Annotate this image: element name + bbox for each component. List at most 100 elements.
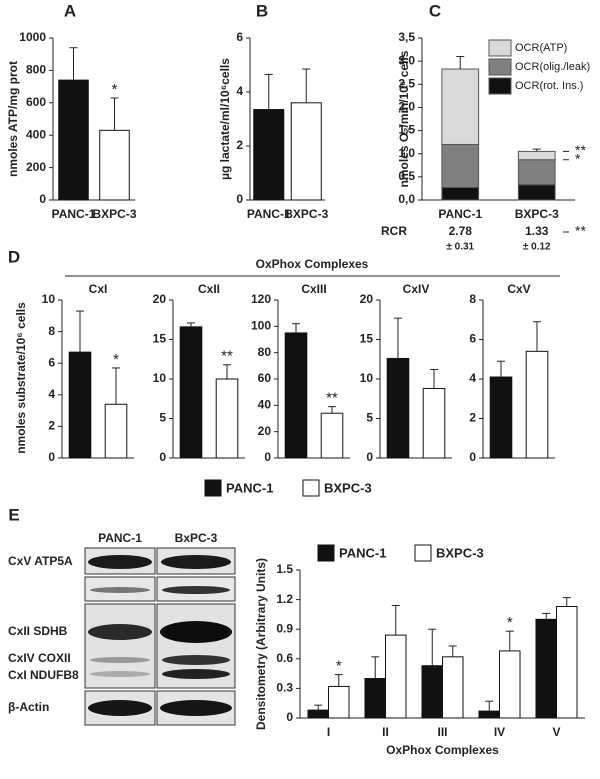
panel-subtitle: OxPhox Complexes: [256, 257, 369, 271]
legend-label: PANC-1: [226, 480, 273, 495]
band: [162, 655, 230, 665]
bar-segment: [441, 68, 480, 145]
bar-segment: [441, 143, 480, 189]
legend-swatch: [488, 77, 512, 95]
bar: [499, 650, 521, 719]
y-axis-label: µg lactate/ml/10⁶cells: [218, 58, 232, 180]
y-axis-label: Densitometry (Arbitrary Units): [254, 558, 268, 730]
bar: [328, 685, 350, 719]
y-tick-label: 4: [236, 84, 243, 98]
legend-label: OCR(rot. Ins.): [515, 80, 583, 92]
y-tick-label: 2,5: [398, 76, 415, 90]
significance: *: [113, 351, 119, 368]
y-tick-label: 0: [236, 192, 243, 206]
y-tick-label: 0: [39, 192, 46, 206]
bar: [58, 79, 89, 201]
x-tick-label: PANC-1: [438, 207, 482, 221]
bar: [320, 412, 344, 459]
bar: [478, 710, 501, 719]
y-tick-label: 0: [48, 450, 55, 464]
significance: **: [575, 142, 586, 158]
band: [161, 555, 231, 569]
y-tick-label: 0.3: [276, 681, 293, 695]
y-tick-label: 2,0: [398, 100, 415, 114]
band: [90, 657, 150, 663]
rcr-value: 2.78: [449, 224, 473, 238]
band: [160, 621, 232, 643]
bar: [99, 129, 130, 201]
x-axis-label: OxPhox Complexes: [386, 743, 499, 757]
blot-label: CxIV COXII: [8, 651, 71, 665]
y-tick-label: 10: [42, 292, 56, 306]
bar: [386, 357, 410, 459]
y-axis-label: nmoles substrate/10⁶ cells: [14, 302, 28, 454]
y-tick-label: 20: [153, 292, 167, 306]
panel-title: CxII: [198, 282, 220, 296]
blot-label: CxV ATP5A: [8, 554, 73, 568]
y-tick-label: 8: [48, 324, 55, 338]
y-tick-label: 0.9: [276, 621, 293, 635]
legend-label: BXPC-3: [324, 480, 372, 495]
panel-letter: B: [256, 1, 268, 20]
x-tick-label: IV: [494, 725, 505, 739]
bar-segment: [517, 150, 556, 161]
bar: [284, 332, 308, 459]
y-tick-label: 0: [264, 450, 271, 464]
legend-label: OCR(ATP): [515, 42, 567, 54]
bar: [68, 351, 92, 459]
legend-swatch: [414, 544, 432, 562]
legend-label: OCR(olig./leak): [515, 61, 590, 73]
bar: [179, 326, 203, 459]
y-tick-label: 4: [469, 371, 476, 385]
blot-label: CxII SDHB: [8, 624, 68, 638]
significance: **: [326, 390, 338, 407]
y-tick-label: 400: [26, 127, 46, 141]
y-tick-label: 0: [286, 710, 293, 724]
x-tick-label: BXPC-3: [515, 207, 559, 221]
y-tick-label: 15: [360, 332, 374, 346]
legend-label: PANC-1: [339, 545, 386, 560]
bar: [421, 665, 444, 719]
x-tick-label: PANC-1: [52, 207, 96, 221]
y-tick-label: 1,5: [398, 123, 415, 137]
bar: [290, 102, 322, 201]
band: [160, 700, 232, 716]
bar: [442, 656, 464, 719]
y-tick-label: 8: [469, 292, 476, 306]
panel-title: CxI: [89, 282, 108, 296]
y-tick-label: 200: [26, 160, 46, 174]
y-tick-label: 2: [236, 138, 243, 152]
bar: [422, 387, 446, 459]
x-tick-label: I: [327, 725, 330, 739]
y-tick-label: 3,5: [398, 30, 415, 44]
legend-swatch: [204, 479, 222, 497]
bar-segment: [517, 159, 556, 186]
rcr-sd: ± 0.12: [523, 242, 551, 253]
y-tick-label: 6: [48, 355, 55, 369]
y-tick-label: 6: [236, 30, 243, 44]
y-axis-label: nmoles O₂/min/10⁶ cells: [397, 50, 411, 187]
x-tick-label: BXPC-3: [284, 207, 328, 221]
y-tick-label: 6: [469, 332, 476, 346]
y-tick-label: 1.5: [276, 562, 293, 576]
blot-label: CxI NDUFB8: [8, 668, 79, 682]
legend-swatch: [488, 58, 512, 76]
western-blot: PANC-1 BxPC-3 CxV ATP5A CxII SDHB CxIV C…: [8, 531, 236, 726]
legend-label: BXPC-3: [436, 545, 484, 560]
y-tick-label: 0,5: [398, 169, 415, 183]
y-tick-label: 10: [153, 371, 167, 385]
y-tick-label: 5: [159, 411, 166, 425]
legend-swatch: [317, 544, 335, 562]
y-tick-label: 100: [251, 319, 271, 333]
bar: [253, 109, 285, 201]
y-tick-label: 1000: [19, 30, 46, 44]
rcr-label: RCR: [381, 224, 407, 238]
x-tick-label: BXPC-3: [92, 207, 136, 221]
bar: [104, 403, 128, 459]
y-axis-label: nmoles ATP/mg prot: [6, 61, 20, 177]
panel-title: CxIV: [403, 282, 430, 296]
y-tick-label: 120: [251, 292, 271, 306]
panel-title: CxIII: [301, 282, 326, 296]
y-tick-label: 4: [48, 387, 55, 401]
